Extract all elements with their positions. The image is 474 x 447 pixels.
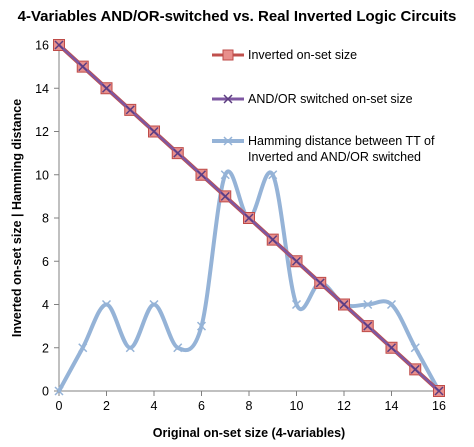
x-tick-label: 10 bbox=[290, 399, 304, 413]
data-point-hamming bbox=[363, 299, 373, 310]
data-point-hamming bbox=[125, 343, 135, 353]
x-tick-label: 6 bbox=[198, 399, 205, 413]
data-point-hamming bbox=[291, 299, 302, 310]
data-point-hamming bbox=[78, 343, 88, 353]
data-point-hamming bbox=[196, 321, 207, 331]
data-point-andor bbox=[125, 105, 135, 115]
data-point-hamming bbox=[54, 386, 64, 396]
y-tick-label: 2 bbox=[42, 341, 49, 355]
data-point-andor bbox=[268, 235, 278, 245]
data-point-andor bbox=[244, 213, 254, 223]
series-2 bbox=[54, 169, 444, 396]
x-tick-label: 2 bbox=[103, 399, 110, 413]
x-axis-label: Original on-set size (4-variables) bbox=[153, 426, 345, 440]
legend-swatch-marker-hamming bbox=[223, 136, 233, 146]
y-tick-label: 8 bbox=[42, 212, 49, 226]
y-tick-label: 0 bbox=[42, 385, 49, 399]
data-point-hamming bbox=[386, 299, 397, 310]
x-tick-label: 16 bbox=[432, 399, 446, 413]
x-tick-label: 0 bbox=[56, 399, 63, 413]
data-point-andor bbox=[220, 191, 230, 201]
legend: Inverted on-set size AND/OR switched on-… bbox=[212, 48, 438, 164]
data-point-hamming bbox=[149, 299, 159, 310]
data-point-andor bbox=[386, 343, 397, 353]
series-layer bbox=[53, 39, 445, 397]
data-point-hamming bbox=[268, 170, 278, 180]
data-point-andor bbox=[434, 386, 444, 396]
chart-title: 4-Variables AND/OR-switched vs. Real Inv… bbox=[18, 8, 457, 25]
legend-label-inverted: Inverted on-set size bbox=[248, 48, 357, 62]
legend-item-hamming: Hamming distance between TT of Inverted … bbox=[212, 134, 438, 164]
legend-item-andor: AND/OR switched on-set size bbox=[212, 92, 413, 106]
legend-label-hamming-line-2: Inverted and AND/OR switched bbox=[248, 150, 421, 164]
x-tick-label: 14 bbox=[385, 399, 399, 413]
data-point-hamming bbox=[173, 343, 183, 353]
y-axis-label: Inverted on-set size | Hamming distance bbox=[10, 99, 24, 337]
y-tick-label: 12 bbox=[35, 125, 49, 139]
series-1 bbox=[54, 40, 444, 396]
data-point-andor bbox=[173, 148, 183, 158]
data-point-andor bbox=[101, 83, 112, 93]
series-line-hamming bbox=[57, 169, 441, 392]
data-point-andor bbox=[196, 170, 207, 180]
data-point-hamming bbox=[101, 299, 112, 310]
x-tick-label: 8 bbox=[246, 399, 253, 413]
y-tick-label: 10 bbox=[35, 168, 49, 182]
data-point-hamming bbox=[410, 343, 420, 353]
data-point-andor bbox=[291, 256, 302, 266]
legend-swatch-marker-andor bbox=[223, 94, 233, 104]
data-point-andor bbox=[410, 364, 420, 374]
data-point-andor bbox=[339, 299, 349, 310]
legend-label-hamming-line-1: Hamming distance between TT of bbox=[248, 134, 435, 148]
y-tick-label: 16 bbox=[35, 39, 49, 53]
legend-item-inverted: Inverted on-set size bbox=[212, 48, 357, 62]
legend-label-hamming: Hamming distance between TT of Inverted … bbox=[248, 134, 438, 164]
data-point-andor bbox=[315, 278, 325, 288]
y-tick-label: 14 bbox=[35, 82, 49, 96]
x-tick-label: 12 bbox=[337, 399, 351, 413]
legend-label-andor: AND/OR switched on-set size bbox=[248, 92, 413, 106]
data-point-andor bbox=[78, 62, 88, 72]
tick-layer: 0 2 4 6 8 10 12 14 16 0 2 4 6 8 10 12 14 16 bbox=[35, 39, 446, 414]
data-point-andor bbox=[149, 126, 159, 137]
data-point-andor bbox=[54, 40, 64, 50]
legend-swatch-marker-inverted bbox=[222, 49, 234, 61]
y-tick-label: 6 bbox=[42, 255, 49, 269]
data-point-andor bbox=[363, 321, 373, 331]
x-tick-label: 4 bbox=[151, 399, 158, 413]
y-tick-label: 4 bbox=[42, 298, 49, 312]
data-point-hamming bbox=[220, 170, 230, 180]
